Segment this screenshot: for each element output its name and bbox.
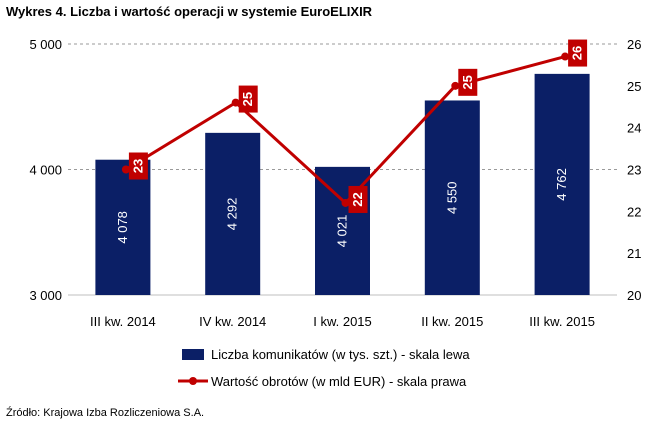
category-label: I kw. 2015 bbox=[313, 314, 372, 329]
bar-value-label: 4 292 bbox=[225, 198, 240, 231]
legend-bar-label: Liczba komunikatów (w tys. szt.) - skala… bbox=[211, 347, 470, 362]
line-point bbox=[341, 198, 350, 207]
point-value-label: 22 bbox=[350, 192, 365, 206]
point-value-label: 25 bbox=[460, 75, 475, 89]
bar-value-label: 4 550 bbox=[444, 181, 459, 214]
point-label-box bbox=[238, 85, 258, 113]
bar bbox=[205, 132, 261, 295]
bar bbox=[95, 159, 151, 295]
right-tick-label: 25 bbox=[627, 79, 641, 94]
point-value-label: 23 bbox=[130, 159, 145, 173]
bar-value-label: 4 762 bbox=[554, 168, 569, 201]
right-tick-label: 22 bbox=[627, 204, 641, 219]
legend-line-label: Wartość obrotów (w mld EUR) - skala praw… bbox=[211, 374, 467, 389]
right-tick-label: 20 bbox=[627, 288, 641, 303]
left-tick-label: 3 000 bbox=[29, 288, 62, 303]
category-label: II kw. 2015 bbox=[421, 314, 483, 329]
right-tick-label: 21 bbox=[627, 246, 641, 261]
source-note: Źródło: Krajowa Izba Rozliczeniowa S.A. bbox=[6, 407, 205, 419]
point-value-label: 25 bbox=[240, 92, 255, 106]
point-label-box bbox=[458, 68, 478, 96]
left-tick-label: 4 000 bbox=[29, 163, 62, 178]
bar bbox=[424, 100, 480, 295]
chart-title: Wykres 4. Liczba i wartość operacji w sy… bbox=[6, 4, 373, 19]
point-label-box bbox=[128, 152, 148, 180]
category-label: III kw. 2015 bbox=[529, 314, 595, 329]
line-point bbox=[561, 52, 570, 61]
line-point bbox=[451, 81, 460, 90]
category-label: III kw. 2014 bbox=[90, 314, 156, 329]
point-value-label: 26 bbox=[570, 46, 585, 60]
right-tick-label: 24 bbox=[627, 121, 641, 136]
legend-bar-swatch bbox=[182, 349, 204, 360]
category-label: IV kw. 2014 bbox=[199, 314, 266, 329]
right-tick-label: 23 bbox=[627, 163, 641, 178]
bar bbox=[534, 73, 590, 295]
point-label-box bbox=[348, 185, 368, 213]
legend-line-marker bbox=[189, 377, 197, 385]
left-tick-label: 5 000 bbox=[29, 37, 62, 52]
point-label-box bbox=[568, 39, 588, 67]
bar-value-label: 4 021 bbox=[335, 215, 350, 248]
right-tick-label: 26 bbox=[627, 37, 641, 52]
line-point bbox=[231, 98, 240, 107]
line-point bbox=[121, 165, 130, 174]
bar-value-label: 4 078 bbox=[115, 211, 130, 244]
